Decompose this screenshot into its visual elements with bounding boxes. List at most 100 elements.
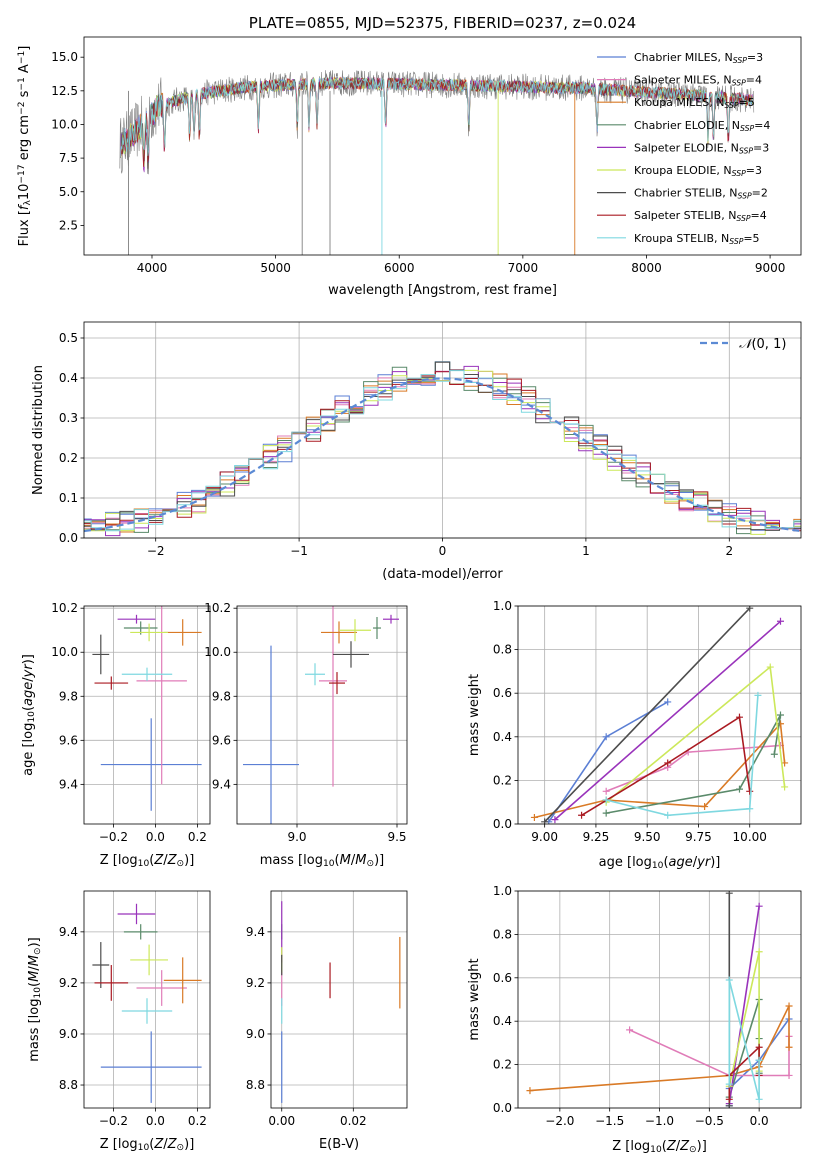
x-tick-label: −2: [147, 544, 165, 558]
weight-marker: [602, 733, 610, 741]
x-tick-label: 0: [439, 544, 447, 558]
y-tick-label: 9.2: [246, 976, 265, 990]
weight-marker: [785, 1002, 793, 1010]
weight-marker: [776, 711, 784, 719]
legend-entry: Chabrier ELODIE, NSSP=4: [634, 119, 770, 133]
x-tick-label: 0.2: [188, 1114, 207, 1128]
weight-marker: [755, 1095, 763, 1103]
mass-vs-Z-ylabel: mass [log10(M/M⊙)]: [27, 937, 43, 1061]
mass-vs-ebv-panel: 0.00 0.02 8.8 9.0 9.2 9.4 E(B-V): [246, 890, 408, 1152]
x-tick-label: 10.00: [733, 830, 767, 844]
weight-line: [554, 620, 782, 821]
weight-marker: [530, 813, 538, 821]
plot-area: [92, 903, 202, 1103]
weight-marker: [776, 617, 784, 625]
weight-line: [605, 665, 786, 803]
age-vs-Z-xlabel: Z [log10(Z/Z⊙)]: [100, 853, 195, 869]
weight-marker: [664, 811, 672, 819]
axes-frame: [270, 890, 408, 1109]
x-tick-label: −0.5: [695, 1114, 724, 1128]
y-tick-label: 0.8: [493, 927, 512, 941]
weight-marker: [735, 713, 743, 721]
age-vs-mass-panel: 9.0 9.5 9.4 9.6 9.8 10.0 10.2 mass [log10(M/M⊙)…: [204, 601, 408, 869]
x-tick-label: −1: [290, 544, 308, 558]
spectrum-xlabel: wavelength [Angstrom, rest frame]: [328, 283, 557, 298]
axes-frame: [83, 36, 802, 256]
weight-marker: [602, 787, 610, 795]
age-vs-Z-ylabel: age [log10(age/yr)]: [21, 654, 37, 776]
x-tick-label: −0.2: [99, 830, 128, 844]
legend-entry: Chabrier STELIB, NSSP=2: [634, 187, 768, 201]
x-tick-label: 9.0: [287, 830, 306, 844]
legend-entry: Salpeter STELIB, NSSP=4: [634, 209, 767, 223]
axes-frame: [83, 605, 211, 825]
weight-marker: [754, 691, 762, 699]
y-tick-label: 9.0: [59, 1027, 78, 1041]
x-tick-label: 9.5: [387, 830, 406, 844]
weight-vs-age-ylabel: mass weight: [467, 674, 482, 756]
y-tick-label: 0.4: [59, 371, 78, 385]
y-tick-label: 10.2: [51, 601, 78, 615]
y-tick-label: 8.8: [59, 1078, 78, 1092]
y-tick-label: 9.0: [246, 1027, 265, 1041]
weight-marker: [602, 796, 610, 804]
legend-entry: Kroupa ELODIE, NSSP=3: [634, 164, 762, 178]
y-tick-label: 5.0: [59, 185, 78, 199]
x-tick-label: 9.50: [634, 830, 661, 844]
y-tick-label: 9.8: [212, 689, 231, 703]
y-tick-label: 1.0: [493, 884, 512, 898]
weight-line: [581, 715, 751, 816]
y-tick-label: 8.8: [246, 1078, 265, 1092]
y-tick-label: 9.2: [59, 976, 78, 990]
y-tick-label: 0.2: [59, 451, 78, 465]
y-tick-label: 10.0: [204, 645, 231, 659]
axes-frame: [83, 890, 211, 1109]
legend-entry: Salpeter ELODIE, NSSP=3: [634, 141, 769, 155]
y-tick-label: 15.0: [51, 50, 78, 64]
weight-line: [728, 979, 760, 1100]
y-tick-label: 0.0: [493, 1101, 512, 1115]
mass-vs-Z-panel: −0.2 0.0 0.2 8.8 9.0 9.2 9.4 Z [log10(Z/Z⊙)] mas…: [27, 890, 211, 1153]
y-tick-label: 7.5: [59, 151, 78, 165]
weight-line: [728, 951, 760, 1087]
weight-vs-age-xlabel: age [log10(age/yr)]: [599, 855, 721, 871]
normal-reference-curve: [84, 377, 801, 533]
weight-marker: [578, 811, 586, 819]
x-tick-label: 5000: [260, 261, 291, 275]
x-tick-label: 8000: [631, 261, 662, 275]
weight-marker: [725, 1080, 733, 1088]
weight-marker: [766, 663, 774, 671]
weight-marker: [725, 1095, 733, 1103]
y-tick-label: 2.5: [59, 218, 78, 232]
residual-histogram: [84, 361, 801, 531]
y-tick-label: 10.2: [204, 601, 231, 615]
y-tick-label: 0.4: [493, 1014, 512, 1028]
x-tick-label: −1.0: [645, 1114, 674, 1128]
x-tick-label: −1.5: [595, 1114, 624, 1128]
weight-marker: [701, 803, 709, 811]
y-tick-label: 12.5: [51, 84, 78, 98]
weight-marker: [785, 1071, 793, 1079]
x-tick-label: 0.2: [188, 830, 207, 844]
y-tick-label: 0.3: [59, 411, 78, 425]
plot-area: [530, 606, 789, 824]
y-tick-label: 0.4: [493, 730, 512, 744]
spectrum-panel: 4000 5000 6000 7000 8000 9000 2.5 5.0 7.5 10.0 12.…: [17, 14, 802, 298]
x-tick-label: 0.02: [340, 1114, 367, 1128]
weight-marker: [626, 1026, 634, 1034]
x-tick-label: 9.00: [531, 830, 558, 844]
weight-marker: [746, 606, 754, 612]
y-tick-label: 0.8: [493, 643, 512, 657]
weight-marker: [755, 1043, 763, 1051]
weight-vs-age-panel: 9.00 9.25 9.50 9.75 10.00 0.0 0.2 0.4 0.6 0.8 1.0 a…: [467, 599, 802, 871]
y-tick-label: 0.5: [59, 331, 78, 345]
x-tick-label: 9000: [755, 261, 786, 275]
axes-frame: [517, 605, 802, 825]
x-tick-label: −0.2: [99, 1114, 128, 1128]
y-tick-label: 0.6: [493, 686, 512, 700]
legend-entry: 𝒩(0, 1): [739, 337, 786, 352]
weight-line: [606, 714, 782, 814]
y-tick-label: 9.4: [212, 777, 231, 791]
y-tick-label: 0.2: [493, 1058, 512, 1072]
weight-marker: [755, 948, 763, 956]
